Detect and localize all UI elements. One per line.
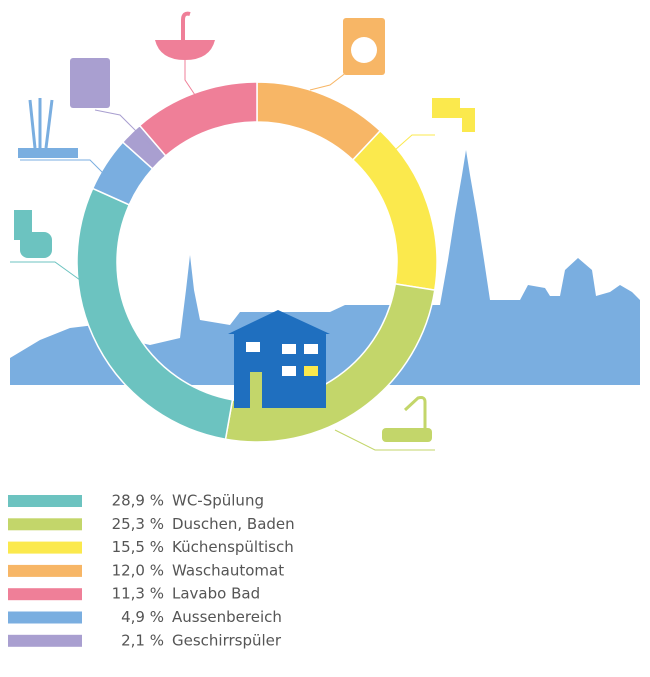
legend-swatch <box>8 564 82 577</box>
legend-value: 25,3 % <box>112 515 164 533</box>
legend-value: 15,5 % <box>112 538 164 556</box>
house-icon <box>228 310 330 408</box>
donut-segment <box>256 81 382 162</box>
legend-label: Waschautomat <box>172 561 284 579</box>
donut-segment <box>351 129 438 292</box>
legend-swatch <box>8 588 82 601</box>
legend-value: 4,9 % <box>121 608 164 626</box>
legend-label: Duschen, Baden <box>172 515 295 533</box>
legend-label: Geschirrspüler <box>172 631 282 649</box>
legend-label: Küchenspültisch <box>172 538 294 556</box>
legend-label: Aussenbereich <box>172 608 282 626</box>
legend-swatch <box>8 518 82 531</box>
legend-swatch <box>8 634 82 647</box>
legend-swatch <box>8 541 82 554</box>
legend-label: Lavabo Bad <box>172 585 260 603</box>
legend: 28,9 % WC-Spülung 25,3 % Duschen, Baden 15,5… <box>8 492 295 649</box>
legend-swatch <box>8 495 82 507</box>
legend-value: 28,9 % <box>112 492 164 510</box>
legend-swatch <box>8 611 82 624</box>
skyline <box>10 150 640 385</box>
icons <box>10 11 475 451</box>
legend-value: 11,3 % <box>112 585 164 603</box>
donut-segment <box>76 187 234 441</box>
donut-segment <box>138 81 258 157</box>
legend-value: 12,0 % <box>112 561 164 579</box>
legend-value: 2,1 % <box>121 631 164 649</box>
legend-label: WC-Spülung <box>172 492 264 510</box>
